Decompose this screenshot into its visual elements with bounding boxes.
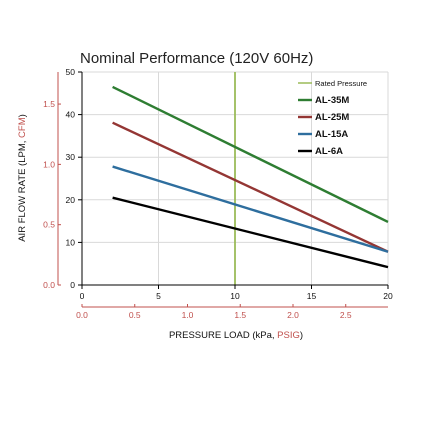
y-axis-label-close: ) [17,114,28,117]
y-axis-label: AIR FLOW RATE (LPM, CFM) [17,114,28,242]
x-tick-label: 5 [156,291,161,301]
alt-tick-labels: 0.0 0.5 1.0 1.5 2.0 2.5 0.0 0.5 1.0 1.5 [43,99,352,320]
legend-label-al-25m: AL-25M [315,112,349,123]
y-axis-label-alt: CFM [17,117,28,138]
y-tick-label: 40 [66,110,76,120]
legend-label-al-35m: AL-35M [315,95,349,106]
x-tick-label: 20 [383,291,393,301]
x-alt-tick-label: 0.5 [129,310,141,320]
x-alt-tick-label: 0.0 [76,310,88,320]
y-alt-tick-label: 0.0 [43,280,55,290]
series-line-al-35m [112,85,389,224]
legend: Rated Pressure AL-35M AL-25M AL-15A AL-6A [298,79,367,157]
series-line-al-6a [112,196,389,269]
axes [57,71,389,308]
tick-labels: 0 5 10 15 20 0 10 20 30 40 50 [66,67,393,301]
y-tick-label: 30 [66,152,76,162]
x-alt-tick-label: 2.0 [287,310,299,320]
x-axis-label-main: PRESSURE LOAD (kPa, [169,330,277,341]
legend-label-al-15a: AL-15A [315,129,348,140]
x-axis-label: PRESSURE LOAD (kPa, PSIG) [169,330,303,341]
y-axis-label-main: AIR FLOW RATE (LPM, [17,138,28,242]
x-tick-label: 15 [307,291,317,301]
legend-label-rated-pressure: Rated Pressure [315,79,367,88]
y-tick-label: 0 [70,280,75,290]
x-alt-tick-label: 1.5 [234,310,246,320]
x-tick-label: 0 [80,291,85,301]
x-alt-tick-label: 1.0 [182,310,194,320]
series-line-al-15a [112,165,389,253]
series-layer [112,72,389,285]
chart-title: Nominal Performance (120V 60Hz) [80,50,313,67]
y-alt-tick-label: 0.5 [43,220,55,230]
y-tick-label: 20 [66,195,76,205]
x-axis-label-close: ) [300,330,303,341]
y-alt-tick-label: 1.5 [43,99,55,109]
y-alt-tick-label: 1.0 [43,159,55,169]
y-tick-label: 50 [66,67,76,77]
series-line-al-25m [112,121,389,253]
x-alt-tick-label: 2.5 [340,310,352,320]
y-tick-label: 10 [66,237,76,247]
legend-label-al-6a: AL-6A [315,146,343,157]
x-tick-label: 10 [230,291,240,301]
x-axis-label-alt: PSIG [277,330,300,341]
